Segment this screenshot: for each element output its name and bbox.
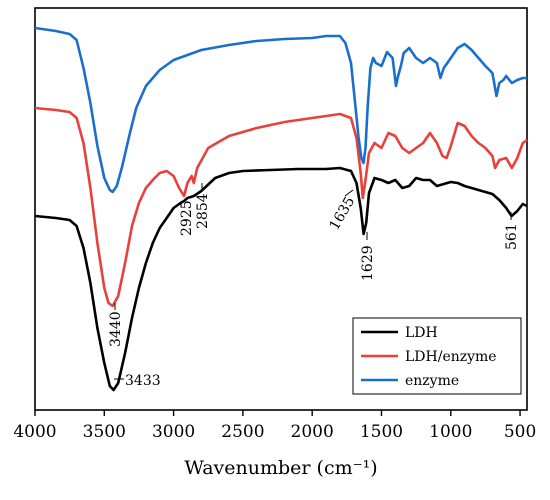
x-tick-label-3500: 3500 bbox=[83, 422, 126, 442]
x-tick-label-3000: 3000 bbox=[152, 422, 195, 442]
plot-frame bbox=[34, 7, 528, 411]
x-tick-label-1000: 1000 bbox=[429, 422, 472, 442]
annotation-561: 561 bbox=[504, 223, 520, 250]
series-group bbox=[34, 26, 528, 392]
annotation-1635-leader bbox=[344, 189, 354, 197]
x-tick-label-2500: 2500 bbox=[221, 422, 264, 442]
series-line-ldh bbox=[34, 166, 528, 392]
peak-annotations: 3433 3440 2925 2854 1635 1629 561 bbox=[108, 183, 520, 389]
legend: LDH LDH/enzyme enzyme bbox=[352, 317, 522, 395]
x-tick-label-1500: 1500 bbox=[360, 422, 403, 442]
annotation-1629: 1629 bbox=[360, 245, 376, 281]
series-line-enzyme bbox=[34, 26, 527, 194]
x-tick-label-4000: 4000 bbox=[13, 422, 56, 442]
legend-label-enzyme: enzyme bbox=[405, 373, 459, 389]
x-axis-ticks: 4000 3500 3000 2500 2000 1500 1000 500 bbox=[13, 410, 536, 442]
annotation-3433: 3433 bbox=[125, 373, 161, 389]
x-tick-label-2000: 2000 bbox=[291, 422, 334, 442]
annotation-2854: 2854 bbox=[195, 193, 211, 229]
annotation-2925: 2925 bbox=[179, 200, 195, 236]
annotation-3440: 3440 bbox=[108, 311, 124, 347]
x-axis-title: Wavenumber (cm⁻¹) bbox=[184, 457, 377, 479]
annotation-1635: 1635 bbox=[327, 194, 359, 233]
x-tick-label-500: 500 bbox=[504, 422, 536, 442]
series-line-ldh-enzyme bbox=[34, 106, 528, 308]
legend-label-ldh-enzyme: LDH/enzyme bbox=[405, 349, 497, 365]
legend-label-ldh: LDH bbox=[405, 325, 438, 341]
